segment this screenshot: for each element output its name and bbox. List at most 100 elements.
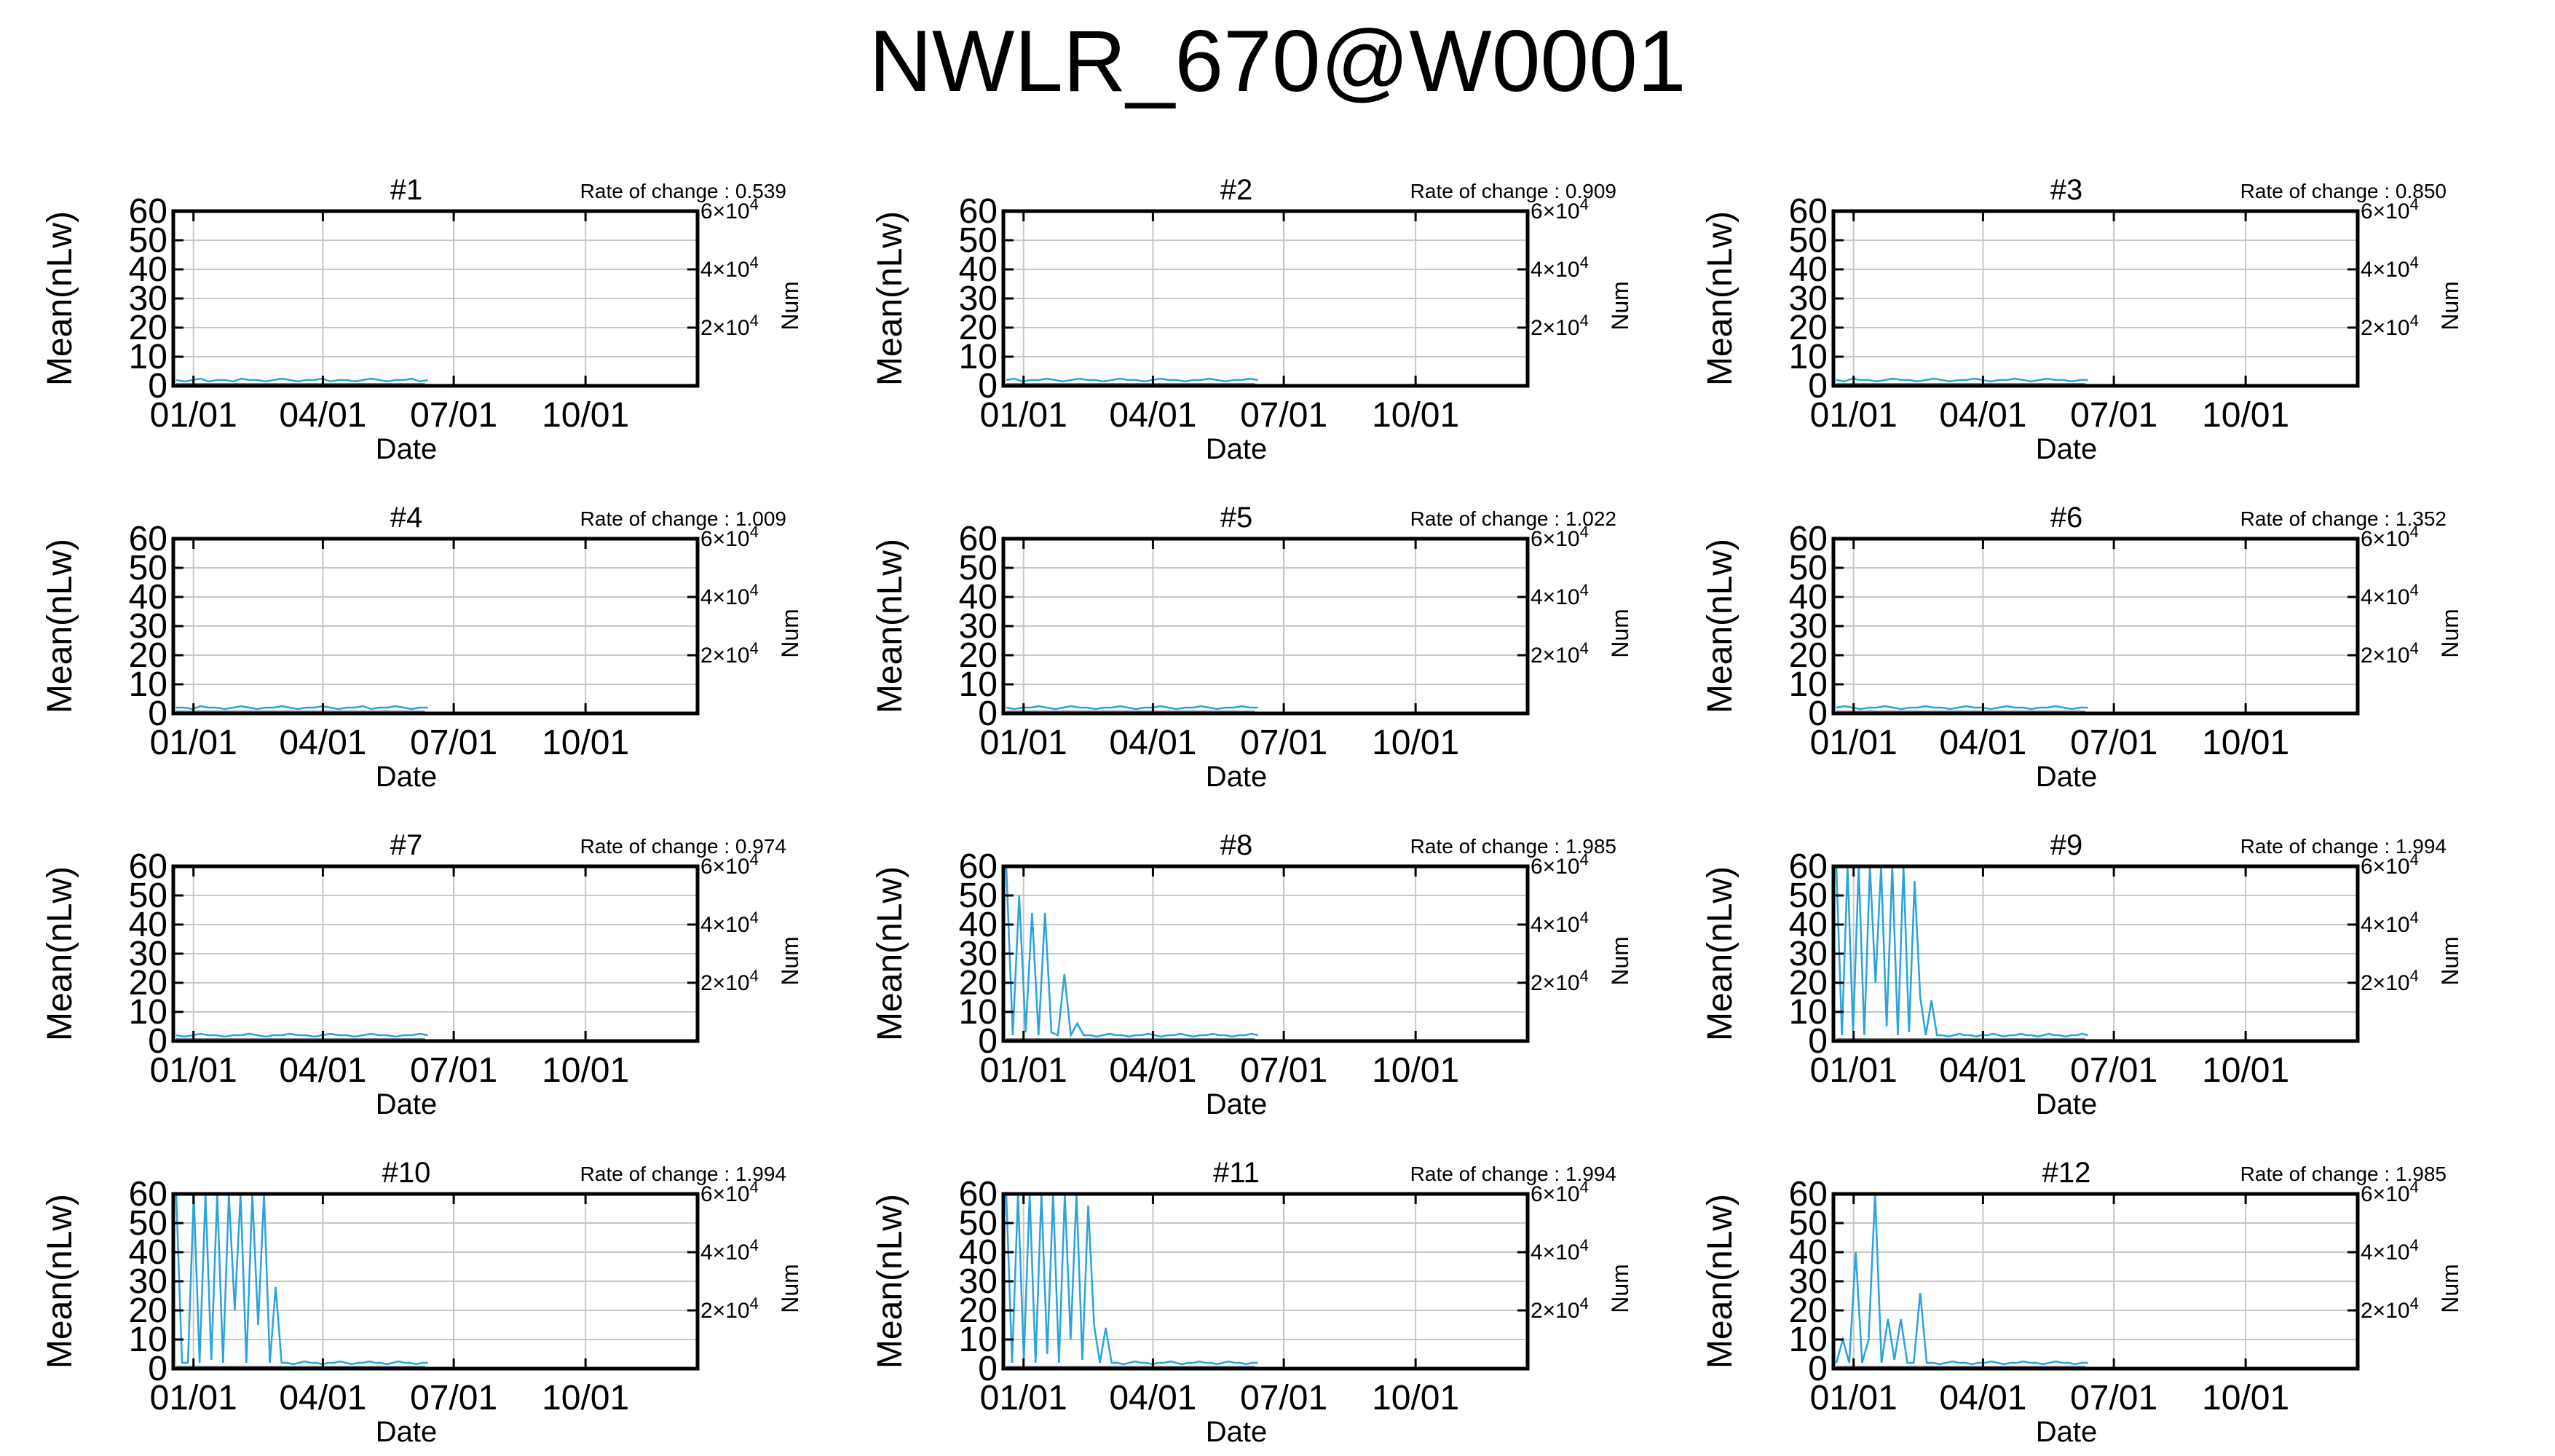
y2-tick-label: 6×104 — [700, 850, 759, 879]
y2-tick-label: 2×104 — [1531, 967, 1589, 995]
subplot-title: #3 — [2050, 174, 2083, 206]
y-tick-label: 0 — [148, 695, 167, 733]
y-tick-label: 40 — [129, 1233, 167, 1272]
y-tick-label: 10 — [1789, 665, 1828, 704]
y-tick-label: 20 — [129, 964, 167, 1002]
subplot-title: #2 — [1220, 174, 1253, 206]
x-axis-label: Date — [1206, 1088, 1268, 1120]
subplot-12: 0 10 20 30 40 50 60 2×104 4×104 6×104 01/01 04/01 07… — [1660, 1136, 2463, 1449]
y-tick-label: 20 — [959, 636, 998, 675]
y-tick-label: 20 — [1789, 964, 1828, 1002]
y-tick-label: 40 — [959, 250, 998, 289]
y-tick-label: 30 — [129, 1262, 167, 1301]
x-tick-label: 04/01 — [1939, 724, 2026, 762]
y-tick-label: 60 — [1789, 1175, 1828, 1214]
subplot-title: #4 — [390, 502, 423, 534]
y-tick-label: 40 — [959, 1233, 998, 1272]
x-tick-label: 01/01 — [150, 1051, 237, 1090]
y2-axis-label: Num — [1607, 281, 1633, 331]
y2-tick-label: 4×104 — [700, 253, 759, 282]
y-tick-label: 20 — [1789, 309, 1828, 347]
y2-tick-label: 6×104 — [700, 1178, 759, 1206]
x-tick-label: 07/01 — [1240, 1379, 1327, 1417]
rate-of-change-annotation: Rate of change : 1.994 — [2240, 835, 2447, 858]
y-tick-label: 40 — [959, 578, 998, 617]
x-tick-label: 01/01 — [980, 1051, 1067, 1090]
y-axis-label: Mean(nLw) — [871, 1194, 909, 1369]
mean-series-line — [1005, 1193, 1258, 1366]
subplot-title: #9 — [2050, 829, 2083, 861]
y-tick-label: 0 — [978, 1350, 998, 1388]
x-tick-label: 10/01 — [542, 396, 629, 435]
x-tick-label: 04/01 — [1939, 1379, 2026, 1417]
y-tick-label: 10 — [129, 993, 167, 1032]
x-tick-label: 10/01 — [542, 1379, 629, 1417]
y-tick-label: 50 — [129, 221, 167, 260]
y-tick-label: 0 — [148, 367, 167, 405]
subplot-title: #12 — [2042, 1157, 2091, 1189]
mean-series-line — [1835, 1193, 2088, 1366]
y-tick-label: 20 — [959, 309, 998, 347]
x-tick-label: 04/01 — [279, 724, 366, 762]
y-tick-label: 60 — [129, 847, 167, 886]
y2-tick-label: 6×104 — [1531, 523, 1589, 551]
y-tick-label: 60 — [959, 1175, 998, 1214]
y2-axis-label: Num — [1607, 609, 1633, 658]
y-axis-label: Mean(nLw) — [1701, 1194, 1739, 1369]
y-tick-label: 50 — [959, 549, 998, 587]
y-axis-label: Mean(nLw) — [41, 1194, 79, 1369]
y-tick-label: 10 — [1789, 338, 1828, 376]
y2-tick-label: 6×104 — [700, 195, 759, 223]
x-axis-label: Date — [376, 433, 438, 465]
subplot-title: #7 — [390, 829, 423, 861]
y-tick-label: 30 — [1789, 935, 1828, 973]
y2-tick-label: 4×104 — [700, 581, 759, 609]
y-axis-label: Mean(nLw) — [871, 866, 909, 1041]
subplot-title: #1 — [390, 174, 423, 206]
x-tick-label: 07/01 — [1240, 1051, 1327, 1090]
y2-tick-label: 4×104 — [2361, 1236, 2419, 1265]
y2-tick-label: 2×104 — [700, 1294, 759, 1323]
y2-tick-label: 2×104 — [2361, 1294, 2419, 1323]
x-tick-label: 07/01 — [410, 724, 497, 762]
y2-axis-label: Num — [777, 281, 803, 331]
x-tick-label: 10/01 — [2202, 396, 2289, 435]
x-tick-label: 10/01 — [2202, 1379, 2289, 1417]
x-tick-label: 01/01 — [1810, 1051, 1898, 1090]
y-tick-label: 0 — [1808, 1350, 1828, 1388]
y-axis-label: Mean(nLw) — [1701, 539, 1739, 713]
mean-series-line — [1005, 866, 1258, 1039]
y2-tick-label: 4×104 — [1531, 581, 1589, 609]
y2-tick-label: 6×104 — [1531, 1178, 1589, 1206]
x-tick-label: 01/01 — [980, 396, 1067, 435]
y-tick-label: 20 — [1789, 636, 1828, 675]
x-tick-label: 10/01 — [1372, 724, 1459, 762]
y-tick-label: 50 — [129, 1204, 167, 1243]
x-axis-label: Date — [2036, 761, 2098, 793]
mean-series-line — [1836, 705, 2088, 711]
y-tick-label: 60 — [129, 520, 167, 558]
y2-tick-label: 4×104 — [1531, 1236, 1589, 1265]
y-tick-label: 40 — [1789, 250, 1828, 289]
y-axis-label: Mean(nLw) — [41, 211, 79, 386]
x-axis-label: Date — [376, 1416, 438, 1448]
y-tick-label: 50 — [1789, 877, 1828, 915]
subplot-1: 0 10 20 30 40 50 60 2×104 4×104 6×104 01/01 04/01 07… — [0, 153, 803, 466]
y-tick-label: 30 — [129, 935, 167, 973]
x-tick-label: 04/01 — [1109, 396, 1196, 435]
x-tick-label: 04/01 — [1939, 1051, 2026, 1090]
x-tick-label: 01/01 — [980, 724, 1067, 762]
y-tick-label: 20 — [129, 309, 167, 347]
subplot-10: 0 10 20 30 40 50 60 2×104 4×104 6×104 01/01 04/01 07… — [0, 1136, 803, 1449]
mean-series-line — [1835, 866, 2088, 1038]
y-tick-label: 30 — [959, 607, 998, 646]
y2-tick-label: 2×104 — [700, 639, 759, 668]
x-tick-label: 07/01 — [410, 1051, 497, 1090]
y2-axis-label: Num — [777, 1264, 803, 1313]
y-tick-label: 50 — [959, 1204, 998, 1243]
